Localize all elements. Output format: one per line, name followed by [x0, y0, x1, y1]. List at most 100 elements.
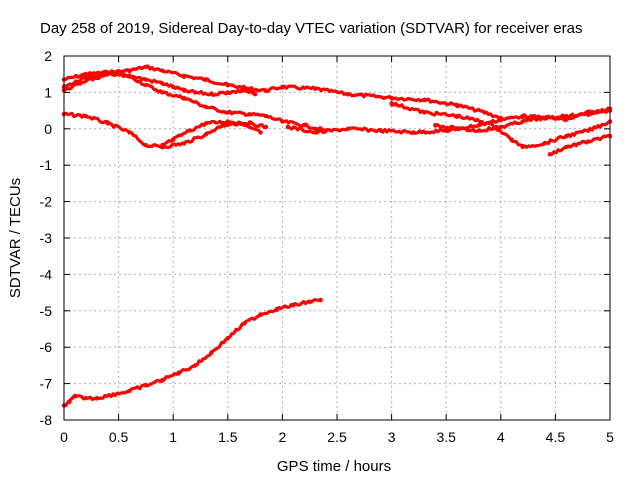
data-point: [498, 117, 503, 122]
x-tick-label: 1: [169, 429, 177, 445]
data-point: [225, 90, 230, 95]
series-track-1: [61, 64, 503, 121]
x-tick-label: 4.5: [546, 429, 566, 445]
data-point: [454, 102, 460, 108]
data-point: [160, 81, 165, 86]
series-track-9: [547, 133, 613, 157]
series-track-10: [61, 297, 323, 408]
data-point: [143, 383, 149, 388]
x-tick-label: 3: [388, 429, 396, 445]
data-point: [110, 392, 116, 397]
x-tick-label: 0: [60, 429, 68, 445]
data-point: [176, 370, 181, 375]
data-point: [318, 297, 323, 303]
data-point: [225, 110, 230, 115]
y-tick-label: 2: [44, 48, 52, 64]
data-point: [181, 95, 187, 101]
series-track-8: [433, 106, 613, 133]
y-tick-label: -8: [40, 412, 53, 428]
data-point: [72, 394, 78, 399]
y-tick-label: -3: [40, 230, 53, 246]
data-point: [564, 144, 569, 150]
data-point: [203, 132, 209, 137]
data-point: [258, 130, 263, 135]
y-tick-label: -2: [40, 194, 53, 210]
data-point: [181, 73, 187, 79]
data-point: [143, 82, 149, 88]
chart-title: Day 258 of 2019, Sidereal Day-to-day VTE…: [40, 20, 582, 37]
data-point: [181, 141, 187, 146]
data-point: [476, 128, 482, 133]
data-point: [586, 112, 591, 117]
data-point: [143, 77, 149, 82]
grid-layer: [64, 56, 610, 420]
data-point: [345, 92, 351, 97]
data-point: [263, 113, 269, 119]
data-point: [225, 335, 230, 341]
data-point: [313, 86, 318, 92]
data-point: [242, 88, 247, 93]
data-point: [280, 119, 285, 124]
data-point: [127, 130, 132, 135]
data-point: [105, 121, 110, 126]
x-tick-label: 1.5: [218, 429, 238, 445]
y-tick-label: 0: [44, 121, 52, 137]
data-point: [187, 128, 192, 133]
data-point: [389, 101, 394, 106]
data-point: [203, 77, 209, 82]
series-track-3: [61, 71, 258, 97]
data-point: [454, 113, 460, 119]
data-point: [94, 396, 100, 401]
data-point: [564, 113, 569, 119]
data-point: [252, 92, 258, 97]
y-axis-title: SDTVAR / TECUs: [7, 178, 24, 298]
data-point: [482, 110, 487, 115]
data-point: [564, 133, 569, 139]
data-point: [209, 92, 214, 97]
data-point: [160, 68, 165, 73]
data-point: [422, 110, 427, 115]
data-point: [83, 113, 89, 119]
data-point: [171, 84, 176, 90]
data-point: [105, 72, 110, 77]
data-point: [302, 123, 307, 128]
data-point: [586, 128, 591, 133]
tick-layer: 0 0.5 1 1.5 2 2.5 3 3.5 4 4.5 5 2 1 0 -1 -2 -3 -4 -5 -6 -7 -8: [40, 48, 615, 445]
data-point: [160, 377, 165, 383]
data-point: [83, 75, 89, 81]
data-point: [509, 137, 514, 142]
data-point: [291, 303, 296, 308]
data-point: [225, 119, 230, 124]
data-point: [520, 144, 525, 150]
x-tick-label: 2.5: [327, 429, 347, 445]
data-point: [192, 90, 198, 95]
x-axis-title: GPS time / hours: [277, 458, 391, 475]
data-point: [263, 124, 269, 130]
data-point: [127, 73, 132, 79]
data-point: [498, 124, 503, 130]
x-tick-label: 0.5: [109, 429, 129, 445]
data-point: [411, 130, 416, 135]
y-tick-label: -6: [40, 339, 53, 355]
data-point: [520, 113, 525, 119]
data-point: [280, 84, 285, 90]
data-point: [285, 124, 291, 130]
data-point: [247, 121, 252, 126]
data-point: [160, 143, 165, 148]
data-point: [520, 119, 525, 124]
y-tick-label: -4: [40, 266, 53, 282]
data-point: [258, 312, 263, 317]
series-line: [548, 133, 612, 156]
data-point: [127, 388, 132, 394]
series-track-6: [285, 108, 613, 135]
data-point: [203, 121, 209, 126]
data-point: [225, 82, 230, 88]
x-tick-label: 4: [497, 429, 505, 445]
x-tick-label: 2: [279, 429, 287, 445]
data-point: [181, 88, 187, 93]
data-point: [143, 64, 149, 70]
series-line: [390, 101, 612, 149]
data-point: [171, 137, 176, 142]
x-tick-label: 5: [606, 429, 614, 445]
